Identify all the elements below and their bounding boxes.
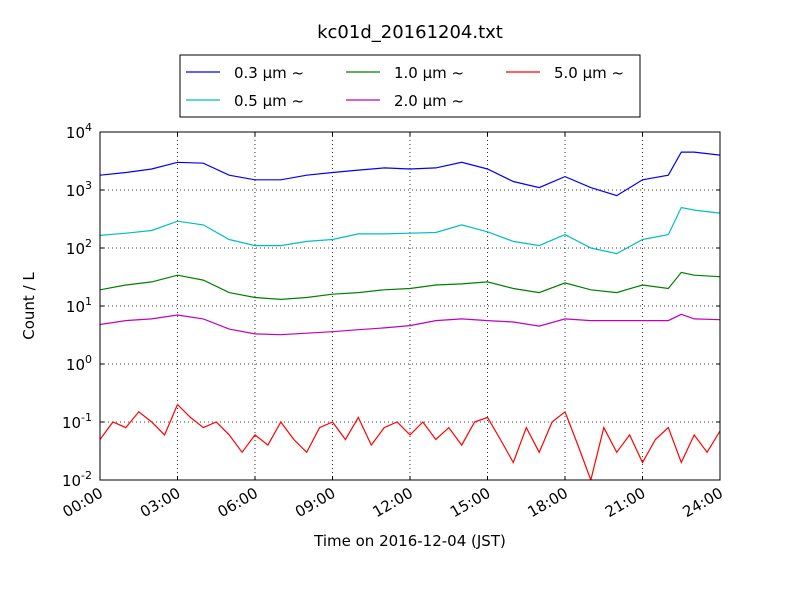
- legend-label: 5.0 μm ~: [554, 64, 624, 82]
- x-axis-label: Time on 2016-12-04 (JST): [313, 532, 506, 550]
- y-tick-label: 102: [66, 237, 92, 258]
- chart-title: kc01d_20161204.txt: [317, 22, 503, 43]
- legend-label: 0.3 μm ~: [234, 64, 304, 82]
- legend-label: 0.5 μm ~: [234, 92, 304, 110]
- legend-label: 1.0 μm ~: [394, 64, 464, 82]
- x-tick-label: 06:00: [215, 484, 261, 521]
- x-tick-label: 12:00: [370, 484, 416, 521]
- legend-frame: [179, 54, 641, 118]
- y-tick-label: 100: [66, 353, 92, 374]
- x-tick-label: 03:00: [137, 484, 183, 521]
- y-tick-label: 10-2: [62, 469, 92, 490]
- y-tick-label: 10-1: [62, 411, 92, 432]
- series-line: [100, 271, 720, 301]
- y-tick-label: 104: [66, 121, 92, 142]
- grid: [100, 132, 720, 480]
- y-tick-label: 101: [66, 295, 92, 316]
- series-line: [100, 403, 720, 480]
- y-tick-label: 103: [66, 179, 92, 200]
- x-tick-label: 15:00: [447, 484, 493, 521]
- legend: 0.3 μm ~ 0.5 μm ~ 1.0 μm ~ 2.0 μm ~ 5.0 μm ~: [179, 54, 641, 118]
- series-line: [100, 313, 720, 336]
- series-lines: [100, 151, 720, 480]
- series-line: [100, 151, 720, 197]
- series-line: [100, 206, 720, 255]
- x-tick-label: 24:00: [680, 484, 726, 521]
- x-tick-label: 21:00: [602, 484, 648, 521]
- x-tick-label: 09:00: [292, 484, 338, 521]
- legend-label: 2.0 μm ~: [394, 92, 464, 110]
- x-tick-label: 18:00: [525, 484, 571, 521]
- y-axis-label: Count / L: [20, 272, 38, 340]
